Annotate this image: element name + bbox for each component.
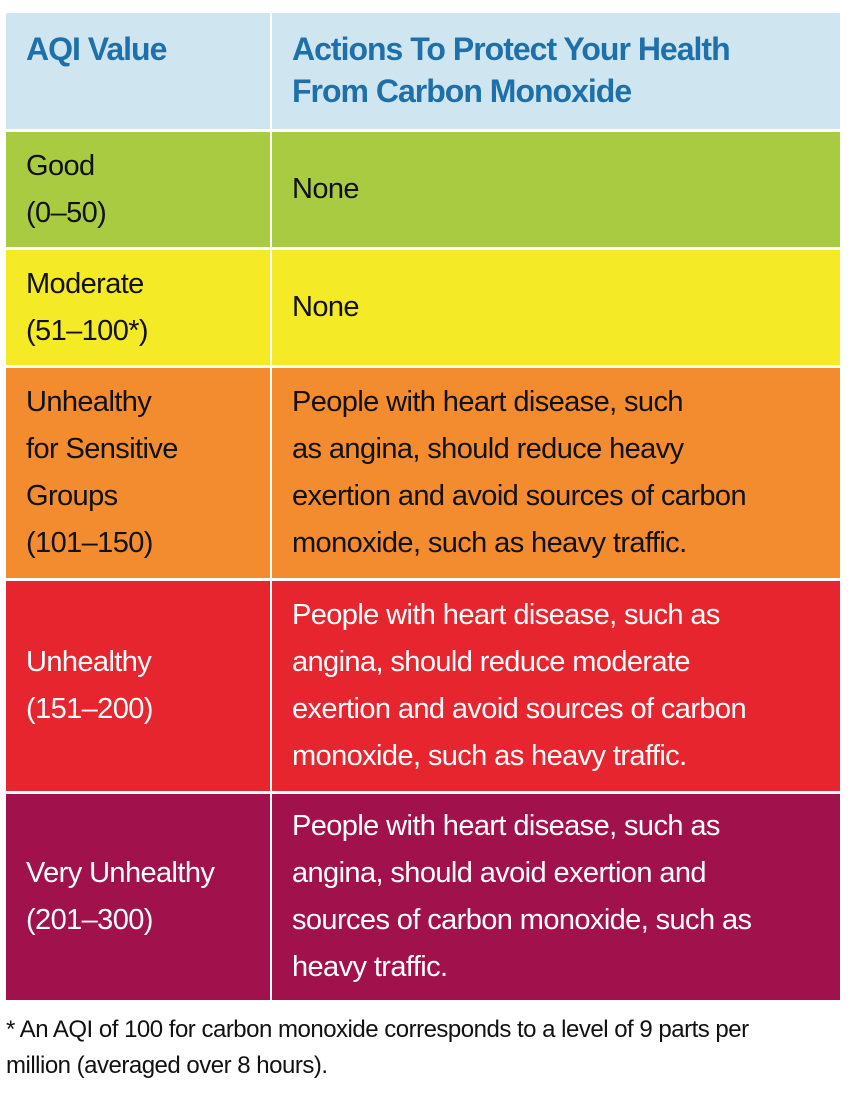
action-line: angina, should reduce moderate [292, 646, 691, 678]
header-actions-line: From Carbon Monoxide [292, 73, 632, 109]
row-unhealthy-action: People with heart disease, such as angin… [272, 581, 840, 791]
header-aqi-value: AQI Value [6, 13, 270, 129]
action-line: angina, should avoid exertion and [292, 857, 707, 889]
aqi-table: AQI Value Actions To Protect Your Health… [6, 13, 840, 1000]
action-line: People with heart disease, such as [292, 810, 720, 842]
action-line: None [292, 173, 360, 205]
level-line: Good [26, 149, 95, 182]
header-actions-line: Actions To Protect Your Health [292, 31, 731, 67]
row-very-unhealthy-action: People with heart disease, such as angin… [272, 794, 840, 1000]
level-line: Unhealthy [26, 646, 152, 678]
row-very-unhealthy-level: Very Unhealthy (201–300) [6, 794, 270, 1000]
level-line: Groups [26, 480, 118, 512]
level-line: (0–50) [26, 196, 107, 229]
level-line: Moderate [26, 267, 144, 300]
row-good-level: Good (0–50) [6, 132, 270, 247]
action-line: heavy traffic. [292, 951, 448, 983]
level-line: Very Unhealthy [26, 857, 215, 889]
action-line: exertion and avoid sources of carbon [292, 480, 747, 512]
level-line: Unhealthy [26, 386, 152, 418]
level-line: for Sensitive [26, 433, 178, 465]
action-line: monoxide, such as heavy traffic. [292, 527, 687, 559]
action-line: exertion and avoid sources of carbon [292, 693, 747, 725]
level-line: (201–300) [26, 904, 153, 936]
row-moderate-level: Moderate (51–100*) [6, 250, 270, 365]
header-actions: Actions To Protect Your Health From Carb… [272, 13, 840, 129]
row-usg-action: People with heart disease, such as angin… [272, 368, 840, 578]
level-line: (101–150) [26, 527, 153, 559]
action-line: as angina, should reduce heavy [292, 433, 684, 465]
row-unhealthy-level: Unhealthy (151–200) [6, 581, 270, 791]
action-line: monoxide, such as heavy traffic. [292, 740, 687, 772]
row-good-action: None [272, 132, 840, 247]
footnote-line: * An AQI of 100 for carbon monoxide corr… [6, 1016, 749, 1043]
action-line: People with heart disease, such [292, 386, 683, 418]
action-line: People with heart disease, such as [292, 599, 720, 631]
level-line: (51–100*) [26, 314, 149, 347]
level-line: (151–200) [26, 693, 153, 725]
footnote: * An AQI of 100 for carbon monoxide corr… [6, 1012, 842, 1084]
action-line: sources of carbon monoxide, such as [292, 904, 752, 936]
row-moderate-action: None [272, 250, 840, 365]
row-usg-level: Unhealthy for Sensitive Groups (101–150) [6, 368, 270, 578]
header-aqi-value-label: AQI Value [26, 31, 167, 67]
action-line: None [292, 291, 360, 323]
footnote-line: million (averaged over 8 hours). [6, 1052, 328, 1079]
